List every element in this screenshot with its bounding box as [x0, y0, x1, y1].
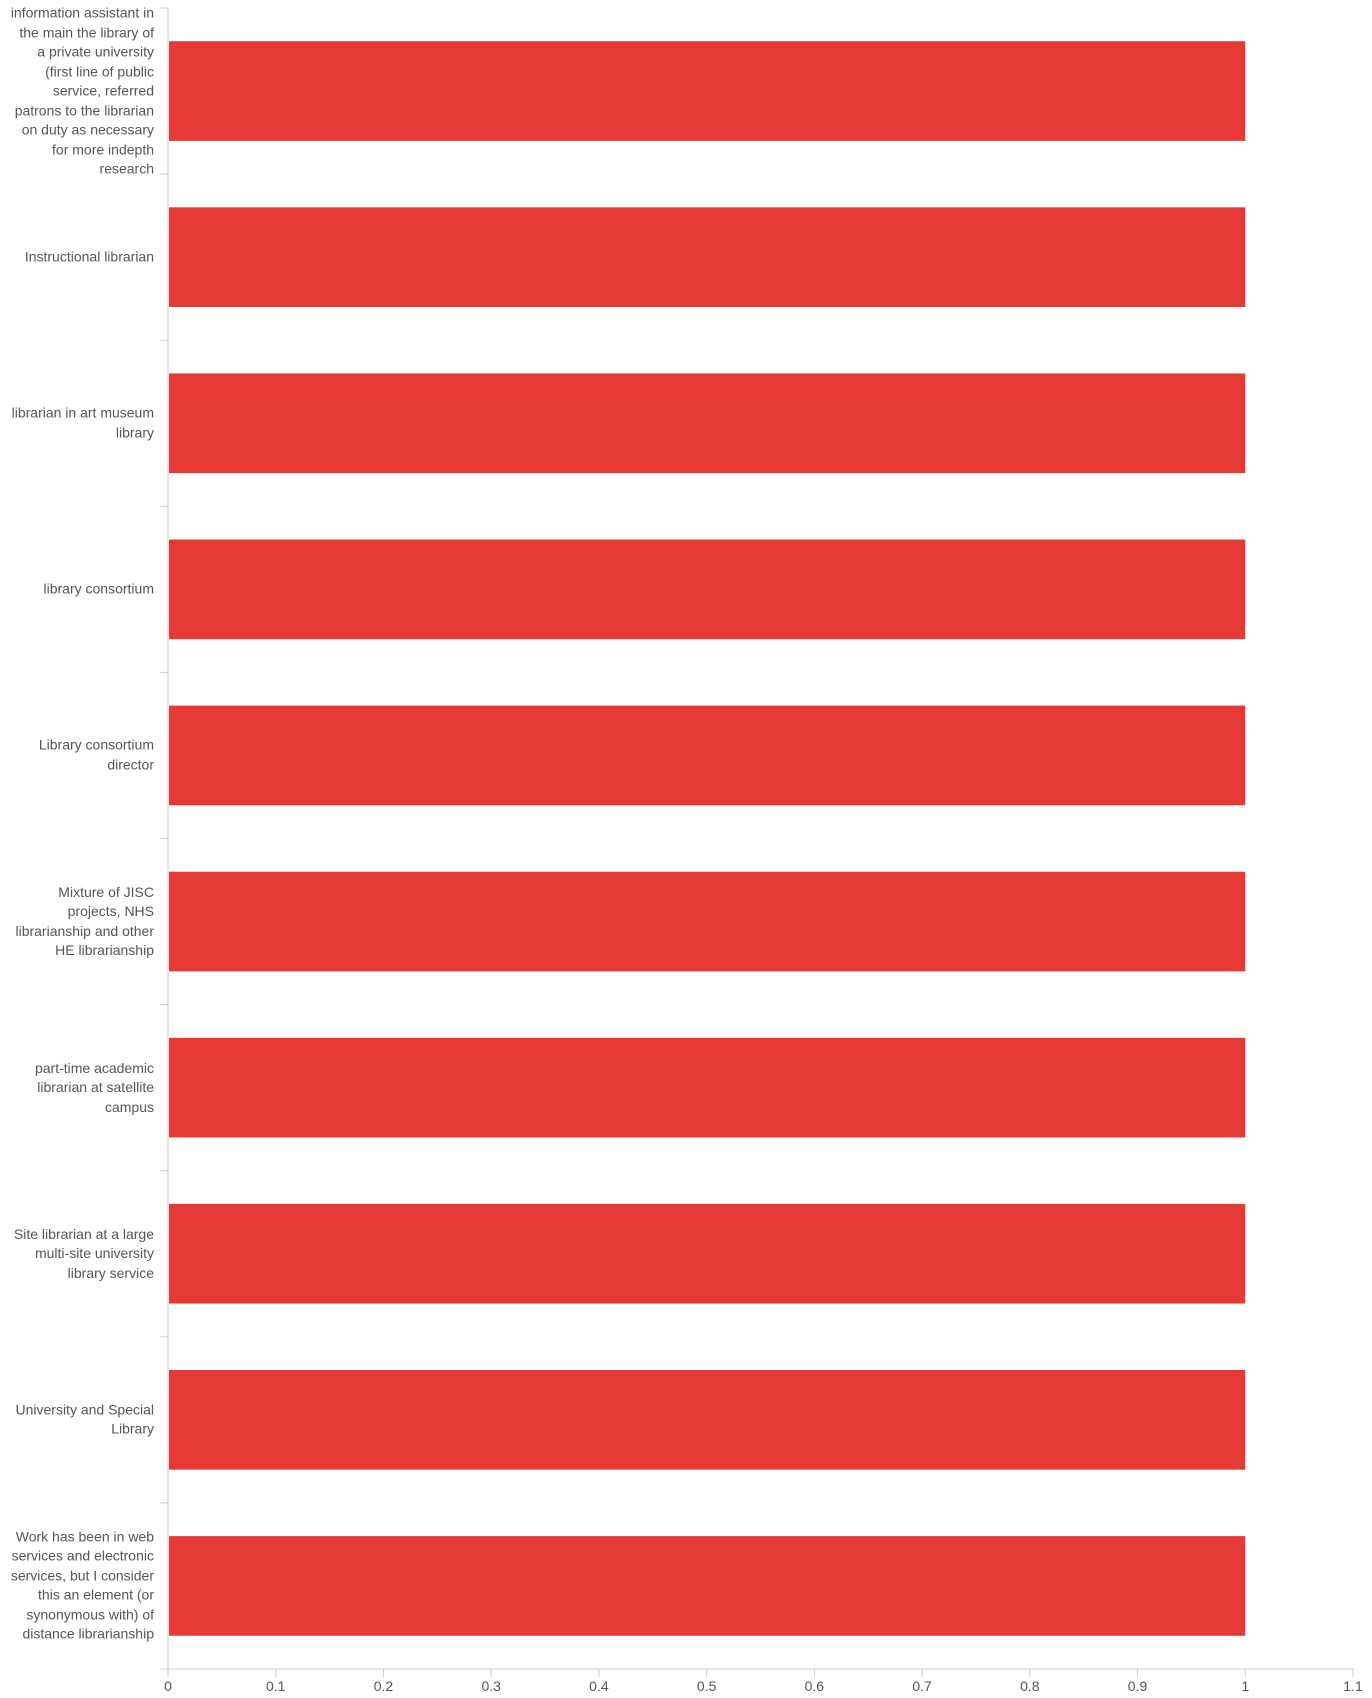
bar	[169, 373, 1246, 474]
category-label: Mixture of JISC projects, NHS librarians…	[15, 883, 154, 959]
x-tick-label: 0.6	[805, 1678, 825, 1693]
x-tick-label: 0.4	[589, 1678, 609, 1693]
category-label: Instructional librarian	[24, 248, 154, 265]
x-tick-label: 0.8	[1020, 1678, 1040, 1693]
bar	[169, 41, 1246, 141]
category-label: part-time academic librarian at satellit…	[34, 1059, 154, 1115]
bar	[169, 1370, 1246, 1470]
bar	[169, 1536, 1246, 1636]
x-tick-label: 0.2	[374, 1678, 394, 1693]
bar	[169, 705, 1246, 806]
bar	[169, 539, 1246, 640]
bar	[169, 871, 1246, 972]
bar	[169, 207, 1246, 307]
category-label: information assistant in the main the li…	[10, 4, 154, 177]
x-tick-label: 0.3	[481, 1678, 501, 1693]
category-label: librarian in art museum library	[11, 404, 154, 441]
category-label: Library consortium director	[38, 736, 154, 773]
x-tick-label: 0.1	[266, 1678, 286, 1693]
category-label: library consortium	[43, 580, 154, 597]
category-label: University and Special Library	[15, 1401, 154, 1437]
x-tick-label: 1.1	[1343, 1678, 1363, 1693]
bar	[169, 1203, 1246, 1304]
x-tick-label: 0.7	[912, 1678, 932, 1693]
x-tick-label: 0.9	[1128, 1678, 1148, 1693]
x-tick-label: 1	[1241, 1678, 1249, 1693]
x-tick-label: 0.5	[697, 1678, 717, 1693]
category-label: Work has been in web services and electr…	[10, 1528, 154, 1642]
bar	[169, 1037, 1246, 1138]
category-label: Site librarian at a large multi-site uni…	[13, 1225, 154, 1281]
x-tick-label: 0	[164, 1678, 172, 1693]
